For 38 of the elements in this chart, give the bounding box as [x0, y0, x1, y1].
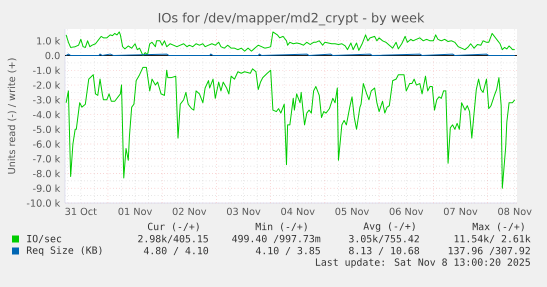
y-tick-label: -7.0 k [33, 155, 60, 163]
y-tick-label: -5.0 k [33, 126, 60, 134]
text: Last update: Sat Nov 8 13:00:20 2025 [316, 258, 530, 268]
text: 11.54k/ 2.61k [454, 234, 531, 244]
x-tick-label: 08 Nov [498, 208, 532, 216]
x-tick-label: 05 Nov [335, 208, 369, 216]
text: 137.96 /307.92 [448, 246, 530, 256]
x-tick-label: 01 Nov [118, 208, 152, 216]
text: 4.80 / 4.10 [144, 246, 208, 256]
chart-title: IOs for /dev/mapper/md2_crypt - by week [158, 12, 424, 26]
x-tick-label: 03 Nov [226, 208, 260, 216]
text: 3.05k/755.42 [349, 234, 419, 244]
y-tick-label: -8.0 k [33, 170, 60, 178]
text: 8.13 / 10.68 [349, 246, 420, 256]
x-tick-label: 02 Nov [172, 208, 206, 216]
text: 499.40 /997.73m [232, 234, 320, 244]
x-tick-label: 04 Nov [281, 208, 315, 216]
y-tick-label: -2.0 k [33, 81, 60, 89]
y-tick-label: -9.0 k [33, 184, 60, 192]
y-tick-label: 1.0 k [37, 37, 60, 45]
y-tick-label: -3.0 k [33, 96, 60, 104]
x-tick-label: 06 Nov [390, 208, 424, 216]
y-tick-label: 0.0 [45, 52, 60, 60]
text: Cur (-/+) [148, 222, 199, 232]
y-tick-label: -10.0 k [26, 199, 60, 207]
x-tick-label: 07 Nov [444, 208, 478, 216]
text: Min (-/+) [256, 222, 307, 232]
legend-label: Req Size (KB) [26, 246, 102, 256]
y-tick-label: -1.0 k [33, 66, 60, 74]
text: 2.98k/405.15 [138, 234, 208, 244]
y-tick-label: -4.0 k [33, 110, 60, 118]
legend-label: IO/sec [27, 234, 62, 244]
text: Max (-/+) [472, 222, 524, 232]
text: Avg (-/+) [363, 222, 415, 232]
y-tick-label: -6.0 k [33, 140, 60, 148]
text: 4.10 / 3.85 [256, 246, 320, 256]
x-tick-label: 31 Oct [65, 208, 97, 216]
y-axis-title: Units read (-) / write (+) [8, 58, 16, 174]
